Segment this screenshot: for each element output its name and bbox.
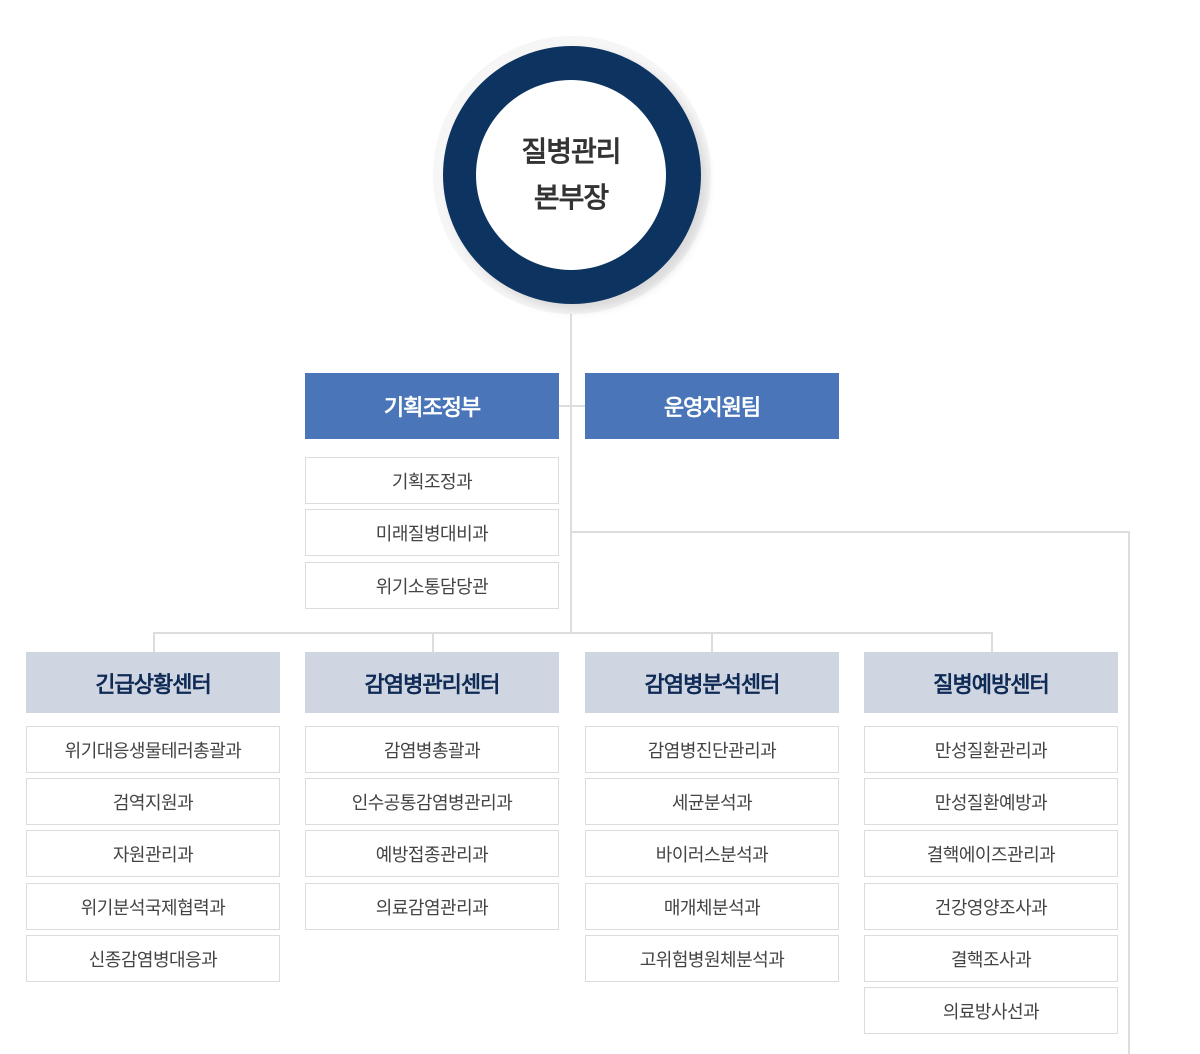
- division-box: 세균분석과: [585, 778, 839, 825]
- connector-right-vertical: [1128, 531, 1130, 1054]
- connector-center-4-drop: [991, 632, 993, 652]
- connector-right-horizontal: [572, 531, 1130, 533]
- division-box: 바이러스분석과: [585, 830, 839, 877]
- connector-center-2-drop: [432, 632, 434, 652]
- head-node-title-line1: 질병관리: [521, 135, 621, 168]
- center-emergency: 긴급상황센터: [26, 652, 280, 713]
- center-infectious-disease-analysis: 감염병분석센터: [585, 652, 839, 713]
- connector-departments-horizontal: [558, 405, 586, 407]
- connector-centers-horizontal: [153, 632, 993, 634]
- division-box: 위기소통담당관: [305, 562, 559, 609]
- center-infectious-disease-control: 감염병관리센터: [305, 652, 559, 713]
- department-operations-support: 운영지원팀: [585, 373, 839, 439]
- connector-main-vertical: [570, 300, 572, 632]
- division-box: 검역지원과: [26, 778, 280, 825]
- division-box: 기획조정과: [305, 457, 559, 504]
- division-box: 건강영양조사과: [864, 883, 1118, 930]
- division-box: 신종감염병대응과: [26, 935, 280, 982]
- center-disease-prevention: 질병예방센터: [864, 652, 1118, 713]
- division-box: 의료감염관리과: [305, 883, 559, 930]
- head-node-inner: 질병관리 본부장: [476, 80, 666, 270]
- division-box: 위기분석국제협력과: [26, 883, 280, 930]
- division-box: 예방접종관리과: [305, 830, 559, 877]
- head-node-circle: 질병관리 본부장: [443, 46, 701, 304]
- division-box: 결핵조사과: [864, 935, 1118, 982]
- division-box: 인수공통감염병관리과: [305, 778, 559, 825]
- division-box: 고위험병원체분석과: [585, 935, 839, 982]
- division-box: 의료방사선과: [864, 987, 1118, 1034]
- division-box: 결핵에이즈관리과: [864, 830, 1118, 877]
- division-box: 감염병진단관리과: [585, 726, 839, 773]
- division-box: 만성질환관리과: [864, 726, 1118, 773]
- head-node-title-line2: 본부장: [533, 181, 609, 214]
- division-box: 위기대응생물테러총괄과: [26, 726, 280, 773]
- connector-center-3-drop: [711, 632, 713, 652]
- division-box: 감염병총괄과: [305, 726, 559, 773]
- division-box: 매개체분석과: [585, 883, 839, 930]
- division-box: 만성질환예방과: [864, 778, 1118, 825]
- division-box: 자원관리과: [26, 830, 280, 877]
- department-planning: 기획조정부: [305, 373, 559, 439]
- division-box: 미래질병대비과: [305, 509, 559, 556]
- connector-center-1-drop: [153, 632, 155, 652]
